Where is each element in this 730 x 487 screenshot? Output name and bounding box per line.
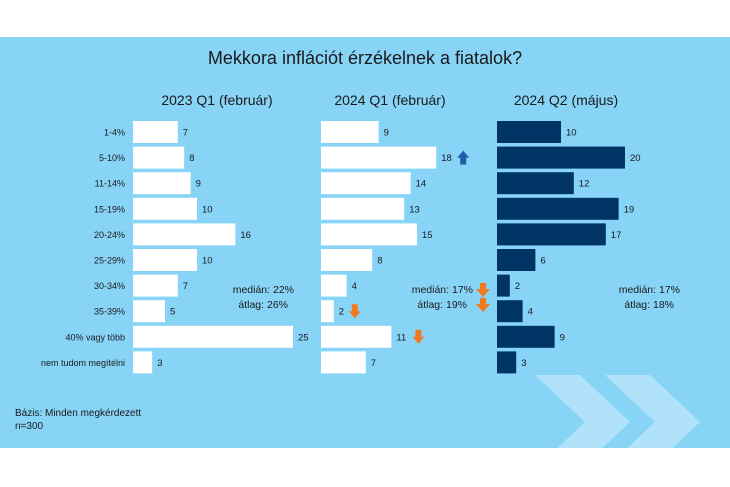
data-label: 3	[157, 358, 162, 369]
category-label: 40% vagy több	[65, 332, 125, 342]
data-label: 7	[183, 281, 188, 292]
bar	[321, 197, 405, 220]
bar	[321, 146, 437, 169]
category-label: 1-4%	[104, 128, 125, 138]
bar	[321, 172, 411, 195]
data-label: 5	[170, 307, 175, 318]
mean-down-arrow-icon	[476, 298, 490, 312]
category-label: 20-24%	[94, 230, 125, 240]
bar	[321, 274, 347, 297]
data-label: 9	[196, 179, 201, 190]
data-label: 19	[624, 204, 635, 215]
bar	[321, 223, 417, 246]
panel-title-2023-q1: 2023 Q1 (február)	[161, 92, 273, 108]
bar	[321, 121, 379, 143]
bar	[321, 300, 334, 323]
panel-title-2024-q1: 2024 Q1 (február)	[334, 92, 446, 108]
footnote-n: n=300	[15, 421, 44, 432]
data-label: 10	[566, 128, 577, 139]
data-label: 20	[630, 153, 641, 164]
category-label: nem tudom megítélni	[41, 358, 125, 368]
bar	[133, 249, 197, 271]
bar	[497, 300, 523, 323]
footnote-base: Bázis: Minden megkérdezett	[15, 408, 142, 419]
bar	[133, 351, 153, 374]
category-label: 5-10%	[99, 153, 125, 163]
data-label: 10	[202, 204, 213, 215]
bar	[321, 325, 392, 348]
trend-down-arrow-icon	[348, 304, 361, 319]
panel-title-2024-q2: 2024 Q2 (május)	[513, 92, 619, 108]
data-label: 12	[579, 179, 590, 190]
data-label: 7	[183, 128, 188, 139]
data-label: 15	[422, 230, 433, 241]
bar	[133, 146, 185, 169]
data-label: 18	[441, 153, 452, 164]
category-label: 15-19%	[94, 204, 125, 214]
chart-title: Mekkora inflációt érzékelnek a fiatalok?	[207, 48, 523, 68]
bar	[321, 249, 373, 271]
data-label: 16	[240, 230, 251, 241]
category-label: 11-14%	[95, 179, 125, 189]
data-label: 3	[521, 358, 526, 369]
data-label: 25	[298, 332, 309, 343]
bar	[133, 325, 293, 348]
mean-2023-q1: átlag: 26%	[238, 299, 288, 311]
data-label: 2	[339, 307, 344, 318]
data-label: 2	[515, 281, 520, 292]
median-down-arrow-icon	[476, 283, 490, 297]
median-2024-q2: medián: 17%	[618, 284, 680, 296]
category-label: 35-39%	[94, 307, 125, 317]
chevron-decoration-icon	[535, 375, 700, 448]
bar	[497, 197, 619, 220]
data-label: 14	[416, 179, 427, 190]
data-label: 6	[540, 256, 545, 267]
bar	[497, 325, 555, 348]
data-label: 4	[528, 307, 533, 318]
bar	[133, 300, 165, 323]
trend-up-arrow-icon	[457, 150, 470, 165]
footnote: Bázis: Minden megkérdezett n=300	[15, 407, 141, 433]
bar	[497, 249, 536, 271]
data-label: 8	[377, 256, 382, 267]
category-label: 25-29%	[94, 256, 125, 266]
data-label: 17	[611, 230, 622, 241]
slide: Mekkora inflációt érzékelnek a fiatalok?…	[0, 37, 730, 448]
bar	[321, 351, 366, 374]
median-2023-q1: medián: 22%	[232, 284, 294, 296]
bar	[133, 274, 178, 297]
category-label: 30-34%	[94, 281, 125, 291]
data-label: 4	[352, 281, 357, 292]
bar	[497, 274, 510, 297]
bar	[497, 121, 561, 143]
bar	[497, 223, 606, 246]
data-label: 7	[371, 358, 376, 369]
data-label: 11	[396, 332, 406, 343]
mean-2024-q2: átlag: 18%	[624, 299, 674, 311]
bar	[497, 351, 517, 374]
median-2024-q1: medián: 17%	[411, 284, 473, 296]
data-label: 13	[409, 204, 420, 215]
bar	[497, 172, 574, 195]
mean-2024-q1: átlag: 19%	[417, 299, 467, 311]
trend-down-arrow-icon	[412, 329, 425, 344]
bar	[133, 197, 197, 220]
data-label: 10	[202, 256, 213, 267]
bar	[133, 121, 178, 143]
bar	[497, 146, 625, 169]
data-label: 9	[384, 128, 389, 139]
bar	[133, 223, 236, 246]
data-label: 9	[560, 332, 565, 343]
bar	[133, 172, 191, 195]
bar-chart: 1-4% 5-10% 11-14% 15-19% 20-24% 25-29% 30-34% 3…	[41, 121, 641, 374]
data-label: 8	[189, 153, 194, 164]
